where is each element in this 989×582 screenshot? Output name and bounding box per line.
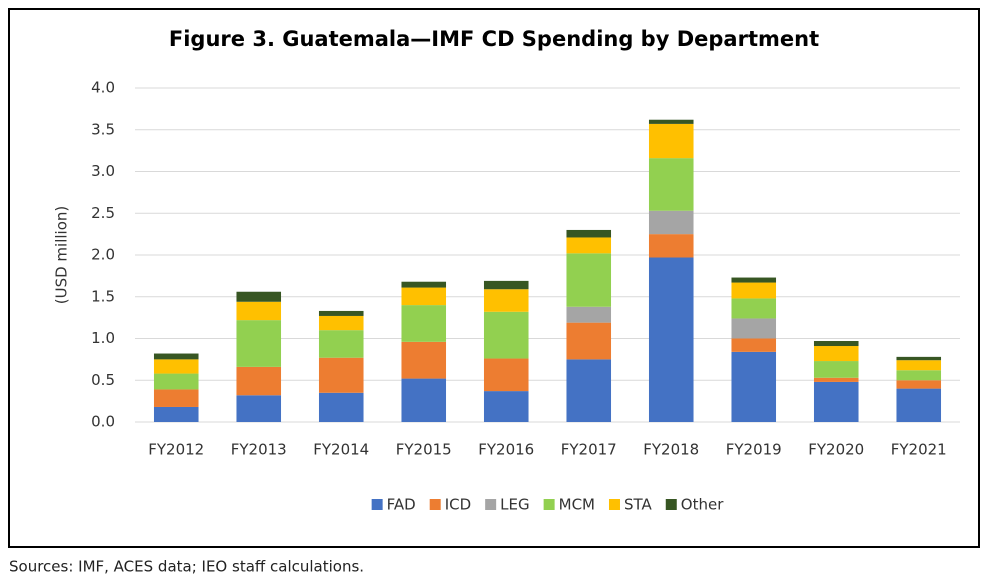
y-axis-label: (USD million): [53, 206, 71, 305]
y-tick-label: 1.5: [91, 287, 115, 305]
bar-segment: [566, 229, 612, 238]
bar-segment: [813, 361, 859, 378]
y-tick-label: 1.0: [91, 329, 115, 347]
bar-segment: [153, 353, 199, 360]
bar-segment: [731, 282, 777, 299]
bar-segment: [483, 391, 529, 422]
bar-segment: [648, 210, 694, 235]
x-tick-label: FY2013: [231, 441, 287, 459]
legend-swatch: [485, 499, 497, 510]
bar-segment: [896, 380, 942, 389]
y-tick-label: 2.5: [91, 204, 115, 222]
legend-swatch: [543, 499, 555, 510]
y-tick-label: 3.0: [91, 162, 115, 180]
y-tick-label: 3.5: [91, 120, 115, 138]
bar-segment: [648, 123, 694, 159]
y-tick-label: 0.0: [91, 413, 115, 431]
bar-segment: [236, 291, 282, 302]
bar-segment: [401, 341, 447, 379]
x-tick-label: FY2012: [148, 441, 204, 459]
bar-segment: [153, 359, 199, 374]
bar-segment: [483, 358, 529, 392]
chart-title: Figure 3. Guatemala—IMF CD Spending by D…: [169, 27, 819, 51]
x-tick-label: FY2017: [561, 441, 617, 459]
x-tick-label: FY2015: [396, 441, 452, 459]
legend-swatch: [429, 499, 441, 510]
y-tick-label: 2.0: [91, 246, 115, 264]
x-tick-label: FY2016: [478, 441, 534, 459]
frame: [8, 8, 980, 548]
bar-segment: [648, 119, 694, 124]
bar-segment: [896, 356, 942, 361]
bar-segment: [153, 373, 199, 390]
bar-segment: [731, 318, 777, 339]
bar-segment: [648, 158, 694, 211]
bar-segment: [153, 389, 199, 407]
x-tick-label: FY2014: [313, 441, 369, 459]
bar-segment: [318, 357, 364, 393]
bar-segment: [813, 377, 859, 382]
bar-segment: [153, 406, 199, 422]
x-tick-label: FY2019: [726, 441, 782, 459]
bar-segment: [566, 359, 612, 422]
bar-segment: [648, 234, 694, 258]
bar-segment: [813, 341, 859, 347]
bar-segment: [731, 338, 777, 352]
bar-segment: [896, 388, 942, 422]
bar-segment: [401, 287, 447, 306]
bar-segment: [483, 280, 529, 290]
legend-label: FAD: [387, 496, 416, 514]
bar-segment: [731, 298, 777, 319]
bar-segment: [318, 392, 364, 422]
bar-segment: [236, 301, 282, 321]
x-tick-label: FY2018: [643, 441, 699, 459]
bar-segment: [401, 305, 447, 342]
y-tick-label: 4.0: [91, 79, 115, 97]
bar-segment: [648, 257, 694, 422]
bar-segment: [483, 289, 529, 312]
legend-label: MCM: [559, 496, 595, 514]
x-tick-label: FY2021: [891, 441, 947, 459]
x-tick-label: FY2020: [808, 441, 864, 459]
bar-segment: [401, 281, 447, 288]
legend-swatch: [665, 499, 677, 510]
bar-segment: [813, 346, 859, 362]
bar-segment: [318, 310, 364, 316]
legend-label: Other: [681, 496, 724, 514]
bar-segment: [483, 311, 529, 359]
bar-segment: [236, 395, 282, 422]
bar-segment: [318, 330, 364, 358]
bar-segment: [566, 253, 612, 307]
bar-segment: [236, 366, 282, 396]
bar-segment: [566, 322, 612, 360]
legend-label: ICD: [445, 496, 471, 514]
y-tick-label: 0.5: [91, 371, 115, 389]
bar-segment: [236, 320, 282, 367]
legend-swatch: [371, 499, 383, 510]
source-note: Sources: IMF, ACES data; IEO staff calcu…: [9, 558, 364, 576]
legend-label: STA: [624, 496, 653, 514]
bar-segment: [401, 378, 447, 422]
bar-segment: [566, 237, 612, 254]
bar-segment: [731, 351, 777, 422]
legend-swatch: [608, 499, 620, 510]
bar-segment: [896, 360, 942, 371]
bar-segment: [318, 315, 364, 331]
bar-segment: [731, 277, 777, 283]
legend-label: LEG: [500, 496, 529, 514]
bar-segment: [896, 370, 942, 381]
bar-segment: [566, 306, 612, 323]
bar-segment: [813, 381, 859, 422]
